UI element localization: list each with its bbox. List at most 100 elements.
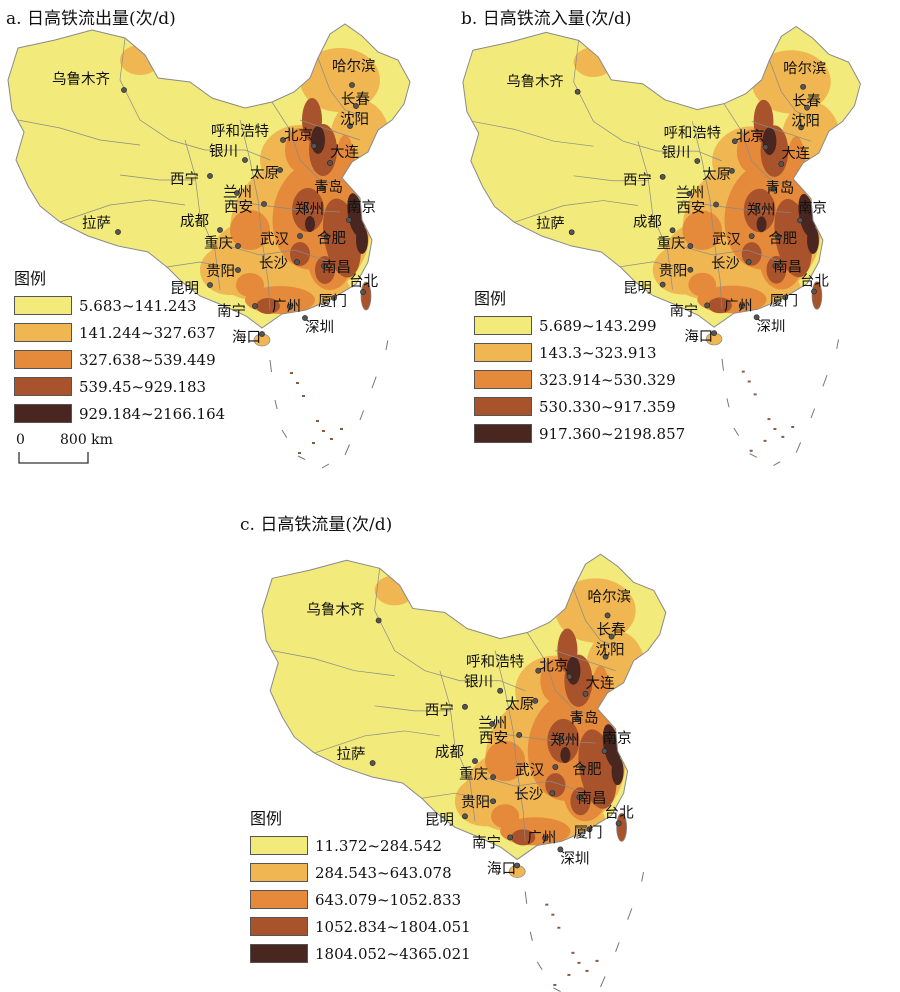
province-boundary <box>677 244 782 263</box>
island-marker <box>741 370 745 373</box>
city-marker <box>659 281 666 288</box>
city-marker <box>234 190 240 196</box>
heat-zone <box>611 757 624 786</box>
city-label: 厦门 <box>573 824 602 841</box>
island-marker <box>553 983 557 986</box>
legend-swatch <box>14 377 72 396</box>
island-marker <box>747 380 751 383</box>
city-marker <box>235 243 241 249</box>
legend-item: 141.244~327.637 <box>14 319 225 346</box>
island-marker <box>595 959 599 962</box>
city-label: 成都 <box>633 213 662 230</box>
city-marker <box>287 304 293 310</box>
city-marker <box>549 790 556 797</box>
legend-item: 323.914~530.329 <box>474 366 685 393</box>
legend-item: 327.638~539.449 <box>14 346 225 373</box>
legend-title: 图例 <box>250 809 283 828</box>
province-boundary <box>224 244 331 263</box>
legend-label: 643.079~1052.833 <box>315 890 462 909</box>
city-label: 郑州 <box>295 201 324 218</box>
legend-item: 5.689~143.299 <box>474 312 685 339</box>
city-label: 厦门 <box>318 293 347 310</box>
panel-a: 乌鲁木齐 哈尔滨 长春 沈阳 呼和浩特 北京 大连 银川 太原 西宁 兰州 青岛 西安 郑州 南京 成都 武汉 合… <box>0 0 450 500</box>
heat-zone <box>511 829 536 846</box>
city-marker <box>507 834 514 841</box>
city-label: 合肥 <box>572 761 601 778</box>
city-label: 乌鲁木齐 <box>306 601 365 618</box>
city-marker <box>462 703 468 710</box>
city-label: 深圳 <box>305 319 334 336</box>
province-boundary <box>494 650 526 842</box>
province-boundary <box>159 261 241 271</box>
city-label: 长沙 <box>514 786 543 803</box>
island-marker <box>322 430 325 432</box>
city-marker <box>235 267 241 273</box>
city-marker <box>574 715 581 722</box>
heat-zone <box>256 298 280 314</box>
sea-boundary-dash <box>385 340 389 351</box>
province-boundary <box>485 730 596 744</box>
city-label: 呼和浩特 <box>664 124 721 141</box>
heat-zone <box>807 226 819 254</box>
province-boundary <box>271 101 301 161</box>
city-label: 广州 <box>527 829 556 846</box>
city-marker <box>375 617 382 624</box>
province-boundary <box>769 60 820 120</box>
island-marker <box>296 382 299 384</box>
legend-c: 图例 11.372~284.542 284.543~643.078 643.079~… <box>250 805 471 967</box>
legend-b: 图例 5.689~143.299 143.3~323.913 323.914~530… <box>474 285 685 447</box>
city-label: 青岛 <box>314 179 343 196</box>
city-label: 深圳 <box>560 850 589 867</box>
sea-boundary-dash <box>371 376 377 389</box>
island-marker <box>340 428 343 430</box>
city-label: 郑州 <box>550 732 579 749</box>
legend-label: 141.244~327.637 <box>79 323 216 342</box>
legend-label: 11.372~284.542 <box>315 836 443 855</box>
legend-label: 323.914~530.329 <box>539 370 676 389</box>
city-marker <box>686 190 693 197</box>
sea-boundary-dash <box>836 339 839 349</box>
city-label: 南昌 <box>773 259 802 276</box>
city-label: 大连 <box>781 145 810 162</box>
city-marker <box>294 259 300 265</box>
sea-boundary-dash <box>274 399 278 410</box>
city-marker <box>604 612 611 619</box>
city-label: 西宁 <box>623 172 652 189</box>
city-label: 南京 <box>798 199 827 216</box>
city-marker <box>782 294 789 301</box>
island-marker <box>773 428 777 430</box>
city-marker <box>582 690 589 697</box>
city-label: 南京 <box>347 199 376 216</box>
province-boundary <box>314 730 440 754</box>
province-boundary <box>239 119 271 311</box>
china-border <box>7 23 411 329</box>
legend-swatch <box>250 917 308 936</box>
island-marker <box>571 951 575 954</box>
china-border <box>462 25 861 328</box>
city-marker <box>778 161 785 167</box>
heat-zone <box>570 787 591 816</box>
sea-boundary-dash <box>359 410 365 421</box>
heat-zone <box>688 272 717 297</box>
city-label: 银川 <box>464 674 493 691</box>
province-boundary <box>573 40 658 152</box>
city-label: 南昌 <box>577 790 606 807</box>
city-marker <box>302 205 308 211</box>
province-boundary <box>723 103 752 162</box>
heat-zone <box>311 126 325 154</box>
city-label: 南宁 <box>472 834 501 851</box>
city-marker <box>615 820 622 827</box>
city-label: 重庆 <box>459 766 488 783</box>
island-marker <box>290 372 293 374</box>
heat-zone <box>491 804 520 829</box>
city-label: 南宁 <box>217 303 246 320</box>
city-marker <box>687 266 694 273</box>
province-boundary <box>514 200 638 223</box>
province-boundary <box>414 792 496 802</box>
city-label: 武汉 <box>712 231 741 248</box>
city-marker <box>360 289 366 295</box>
legend-swatch <box>474 370 532 389</box>
sea-boundary-dash <box>536 961 543 970</box>
island-marker <box>767 418 771 421</box>
city-label: 北京 <box>284 127 313 144</box>
